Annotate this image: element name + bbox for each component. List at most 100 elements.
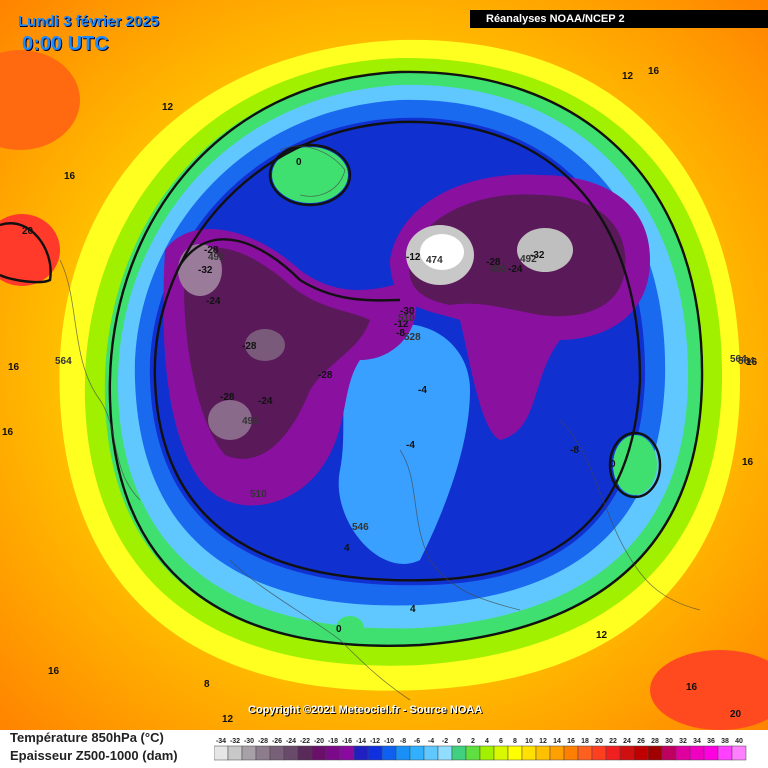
temp-label: 16	[2, 427, 14, 438]
cold-spot-6	[517, 228, 573, 272]
cold-spot-1	[178, 244, 222, 296]
temp-label: 12	[622, 71, 634, 82]
greenland-patch	[272, 147, 348, 203]
south-patch	[336, 616, 364, 640]
scale-tick-label: -12	[370, 738, 380, 745]
scale-tick-label: -24	[286, 738, 296, 745]
temp-label: 16	[8, 362, 20, 373]
scale-tick-label: 38	[721, 738, 729, 745]
scale-swatch	[227, 745, 243, 761]
scale-tick-label: -20	[314, 738, 324, 745]
legend-temperature-label: Température 850hPa (°C)	[10, 730, 164, 745]
scale-tick-label: 28	[651, 738, 659, 745]
scale-tick-label: 18	[581, 738, 589, 745]
temp-label: -28	[220, 392, 235, 403]
scale-tick-label: -2	[442, 738, 448, 745]
temp-label: 20	[22, 226, 34, 237]
thickness-label: 546	[352, 522, 369, 533]
scale-swatch	[311, 745, 327, 761]
temp-label: -12	[394, 319, 409, 330]
scale-tick-label: 36	[707, 738, 715, 745]
legend-thickness-label: Epaisseur Z500-1000 (dam)	[10, 748, 178, 763]
thickness-label: 492	[242, 416, 259, 427]
scale-swatch	[591, 745, 607, 761]
scale-swatch	[214, 745, 229, 761]
scale-tick-label: 34	[693, 738, 701, 745]
scale-swatch	[367, 745, 383, 761]
scale-swatch	[521, 745, 537, 761]
scale-tick-label: 2	[471, 738, 475, 745]
scale-swatch	[549, 745, 565, 761]
scale-tick-label: -4	[428, 738, 434, 745]
temp-label: 12	[222, 714, 234, 725]
scale-tick-label: 26	[637, 738, 645, 745]
temp-label: 12	[596, 630, 608, 641]
thickness-contours	[0, 70, 704, 647]
date-label: Lundi 3 février 2025	[18, 13, 159, 30]
warm-spot-west	[0, 214, 60, 286]
scale-tick-label: 40	[735, 738, 743, 745]
thickness-label: 564	[55, 356, 72, 367]
scale-tick-label: -30	[244, 738, 254, 745]
scale-swatch	[703, 745, 719, 761]
scale-tick-label: 30	[665, 738, 673, 745]
temp-label: -24	[206, 296, 221, 307]
scale-swatch	[535, 745, 551, 761]
temp-label: -28	[318, 370, 333, 381]
temp-label: 0	[610, 459, 616, 470]
temp-label: 16	[48, 666, 60, 677]
thickness-label: 564	[738, 356, 755, 367]
temp-label: -8	[396, 328, 405, 339]
scale-swatch	[353, 745, 369, 761]
temp-label: 16	[746, 357, 758, 368]
temp-label: -12	[406, 252, 421, 263]
scale-tick-label: -16	[342, 738, 352, 745]
scale-tick-label: 32	[679, 738, 687, 745]
temp-label: 16	[686, 682, 698, 693]
temp-label: 4	[344, 543, 350, 554]
temp-label: 4	[410, 604, 416, 615]
thickness-label: 492	[490, 264, 507, 275]
temp-label: -24	[508, 264, 523, 275]
scale-swatch	[381, 745, 397, 761]
east-patch	[613, 435, 657, 495]
temp-label: -28	[204, 245, 219, 256]
scale-swatch	[297, 745, 313, 761]
scale-tick-label: -10	[384, 738, 394, 745]
copyright-label: Copyright ©2021 Meteociel.fr - Source NO…	[248, 704, 483, 716]
scale-tick-label: -28	[258, 738, 268, 745]
thickness-label: 510	[398, 313, 415, 324]
scale-tick-label: -34	[216, 738, 226, 745]
scale-swatch	[409, 745, 425, 761]
scale-swatch	[451, 745, 467, 761]
scale-swatch	[479, 745, 495, 761]
scale-swatch	[633, 745, 649, 761]
scale-swatch	[283, 745, 299, 761]
temp-label: -32	[530, 250, 545, 261]
scale-swatch	[493, 745, 509, 761]
thickness-label: 528	[404, 332, 421, 343]
scale-tick-label: -8	[400, 738, 406, 745]
cold-core-east	[409, 194, 626, 317]
cold-spot-5	[420, 234, 464, 270]
temp-label: -32	[198, 265, 213, 276]
temp-label: 12	[162, 102, 174, 113]
temp-label: 16	[742, 457, 754, 468]
scale-tick-label: 14	[553, 738, 561, 745]
thickness-labels: 492 492 510 546 564 564 510 528 492 492 …	[55, 252, 755, 533]
scale-tick-label: 8	[513, 738, 517, 745]
scale-swatch	[507, 745, 523, 761]
scale-swatch	[241, 745, 257, 761]
scale-tick-label: -6	[414, 738, 420, 745]
temperature-labels: 16 12 12 16 20 16 16 0 -28 -32 -24 -28 -…	[2, 66, 758, 725]
scale-swatch	[577, 745, 593, 761]
scale-swatch	[395, 745, 411, 761]
scale-swatch	[465, 745, 481, 761]
temp-label: 20	[730, 709, 742, 720]
scale-tick-label: 20	[595, 738, 603, 745]
scale-tick-label: 4	[485, 738, 489, 745]
temp-label: 16	[64, 171, 76, 182]
thickness-label: 474	[426, 255, 443, 266]
scale-tick-label: -22	[300, 738, 310, 745]
